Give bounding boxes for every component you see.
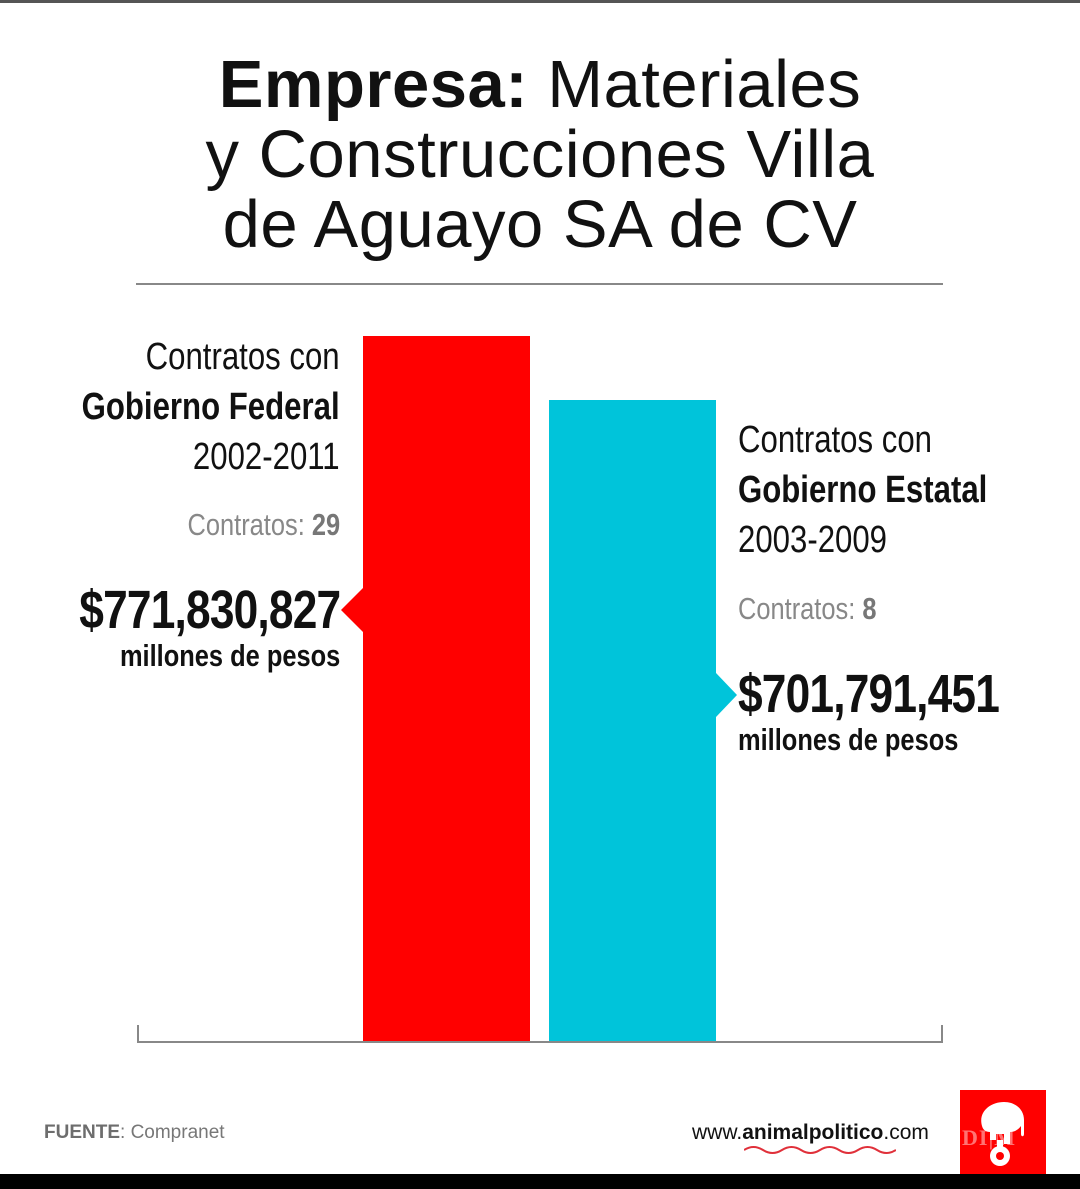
federal-pointer-arrow xyxy=(341,588,363,632)
estatal-name: Gobierno Estatal xyxy=(738,469,988,511)
chart-baseline xyxy=(137,1041,943,1043)
federal-intro: Contratos con xyxy=(146,336,340,378)
estatal-pointer-arrow xyxy=(716,673,737,717)
estatal-label-block: Contratos con Gobierno Estatal 2003-2009 xyxy=(738,415,1042,565)
chart-title: Empresa: Materiales y Construcciones Vil… xyxy=(0,50,1080,260)
bottom-bar xyxy=(0,1174,1080,1189)
baseline-tick-right xyxy=(941,1025,943,1042)
federal-name: Gobierno Federal xyxy=(82,386,340,428)
baseline-tick-left xyxy=(137,1025,139,1042)
bar-gobierno-federal xyxy=(363,336,530,1042)
bar-gobierno-estatal xyxy=(549,400,716,1042)
estatal-count: Contratos: 8 xyxy=(738,591,877,626)
site-url: www.animalpolitico.com xyxy=(692,1121,929,1144)
estatal-count-block: Contratos: 8 xyxy=(738,589,907,629)
federal-unit: millones de pesos xyxy=(119,638,340,673)
federal-years: 2002-2011 xyxy=(193,436,340,478)
title-bold: Empresa: xyxy=(218,47,529,122)
federal-count-block: Contratos: 29 xyxy=(154,505,340,545)
federal-count: Contratos: 29 xyxy=(187,507,340,542)
estatal-amount-block: $701,791,451 millones de pesos xyxy=(738,666,1056,758)
top-rule xyxy=(0,0,1080,3)
title-line1-rest: Materiales xyxy=(528,47,862,122)
estatal-amount: $701,791,451 xyxy=(738,664,1000,724)
federal-label-block: Contratos con Gobierno Federal 2002-2011 xyxy=(25,332,340,482)
federal-amount-block: $771,830,827 millones de pesos xyxy=(22,580,341,674)
animalpolitico-logo xyxy=(960,1090,1046,1174)
estatal-years: 2003-2009 xyxy=(738,519,888,561)
title-line-1: Empresa: Materiales xyxy=(0,50,1080,120)
estatal-unit: millones de pesos xyxy=(738,722,959,757)
title-line-2: y Construcciones Villa xyxy=(205,117,875,192)
federal-amount: $771,830,827 xyxy=(78,580,341,640)
title-line-3: de Aguayo SA de CV xyxy=(222,187,858,262)
title-divider xyxy=(136,283,943,285)
watermark: DI|M xyxy=(962,1125,1017,1150)
estatal-intro: Contratos con xyxy=(738,419,932,461)
source-note: FUENTE: Compranet xyxy=(44,1122,225,1143)
elephant-on-ball-icon xyxy=(981,1102,1024,1166)
wavy-underline xyxy=(744,1146,896,1154)
